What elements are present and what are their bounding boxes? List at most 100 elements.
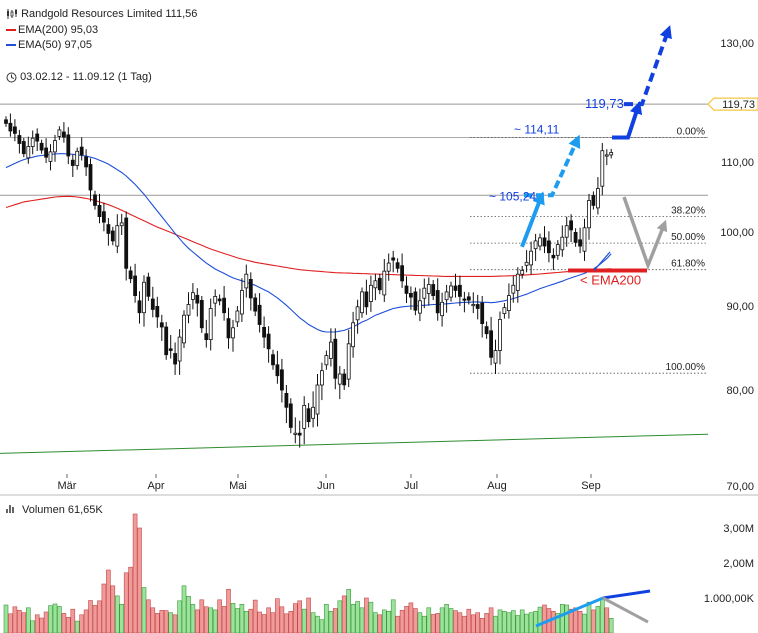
candle [106,218,111,246]
candle-body [75,150,80,166]
candle [609,148,614,159]
volume-bar [270,612,276,633]
candle [413,287,418,316]
candle-body [573,231,578,243]
candle-body [208,308,213,341]
fib-label: 50.00% [671,232,705,243]
trendline-path [0,433,709,454]
ema50-marker-line [593,251,611,271]
y-tick-label: 80,00 [726,385,754,397]
candle [146,272,151,301]
candle [93,190,97,210]
volume-bar [346,588,352,633]
candle [457,275,462,306]
volume-bar [315,615,320,633]
candle-body [231,327,235,339]
volume-bar [444,603,449,633]
candle-body [395,262,400,269]
volume-bar [399,609,405,633]
volume-bar [386,610,392,633]
candle [39,139,44,154]
candle-body [569,220,573,231]
volume-bar [39,617,44,633]
volume-bar [172,614,178,633]
candle [373,273,378,301]
candle-body [102,211,106,223]
candle [440,292,445,327]
candle-body [408,292,413,298]
candle [569,214,573,242]
candle [520,266,525,279]
candle [173,342,178,375]
candle [213,289,218,317]
volume-trend-dark [602,589,651,600]
candle [133,263,138,303]
volume-bar [319,619,325,633]
volume-bar [519,609,525,633]
candle-body [177,336,182,362]
candle [62,122,66,143]
candle [471,292,476,314]
volume-bar [484,613,489,633]
volume-bar [163,610,169,633]
volume-bar [106,569,111,633]
candle [480,296,485,338]
candle [84,149,88,176]
candle [435,278,440,321]
candle [26,136,31,164]
volume-bar [381,609,387,633]
ema200-line [5,195,612,277]
volume-bar [453,610,458,633]
volume-panel: Volumen 61,65K 3,00M 2,00M 1.000,00K [3,504,755,633]
annotations: 119,73 ~ 114,11 ~ 105,24 < EMA200 [489,25,672,288]
candle-body [297,432,302,436]
volume-bar [181,585,187,633]
candle [186,292,191,324]
candle [142,275,146,327]
ema200-path [5,195,612,277]
volume-bar [604,607,610,633]
fib-label: 61.80% [671,259,705,270]
volume-bar [132,513,138,633]
arrow-up-4 [624,25,672,107]
volume-bar [177,600,182,633]
candle [573,228,578,247]
candle-body [582,227,587,252]
volume-bar [364,597,369,633]
candle [364,279,369,315]
volume-bar [577,610,583,633]
candle [164,322,169,360]
time-axis: Mär Apr Mai Jun Jul Aug Sep [58,474,601,492]
candle [515,267,520,303]
candle-body [333,338,338,379]
volume-bar [155,613,160,633]
volume-bar [591,609,596,633]
volume-bar [137,527,142,633]
candle [262,316,267,348]
candle-body [391,257,396,261]
candle [115,214,120,254]
volume-bar [310,612,316,633]
volume-bar [528,612,534,633]
candle [351,311,356,358]
volume-bar [128,566,133,633]
candle [17,129,22,154]
candle [128,266,133,284]
candle [97,193,102,224]
volume-bar [199,599,205,633]
candle [489,316,494,366]
candle [604,149,609,166]
candle-body [462,298,467,301]
candle [12,119,17,142]
candle-body [155,305,160,318]
volume-bar [3,604,9,633]
candle-body [97,204,102,217]
candle-body [591,195,596,206]
candle-body [440,301,445,317]
volume-bar [582,613,587,633]
candle-body [213,295,218,304]
x-tick-label: Jul [404,480,418,492]
candle-body [186,304,191,316]
candle-body [66,134,71,157]
